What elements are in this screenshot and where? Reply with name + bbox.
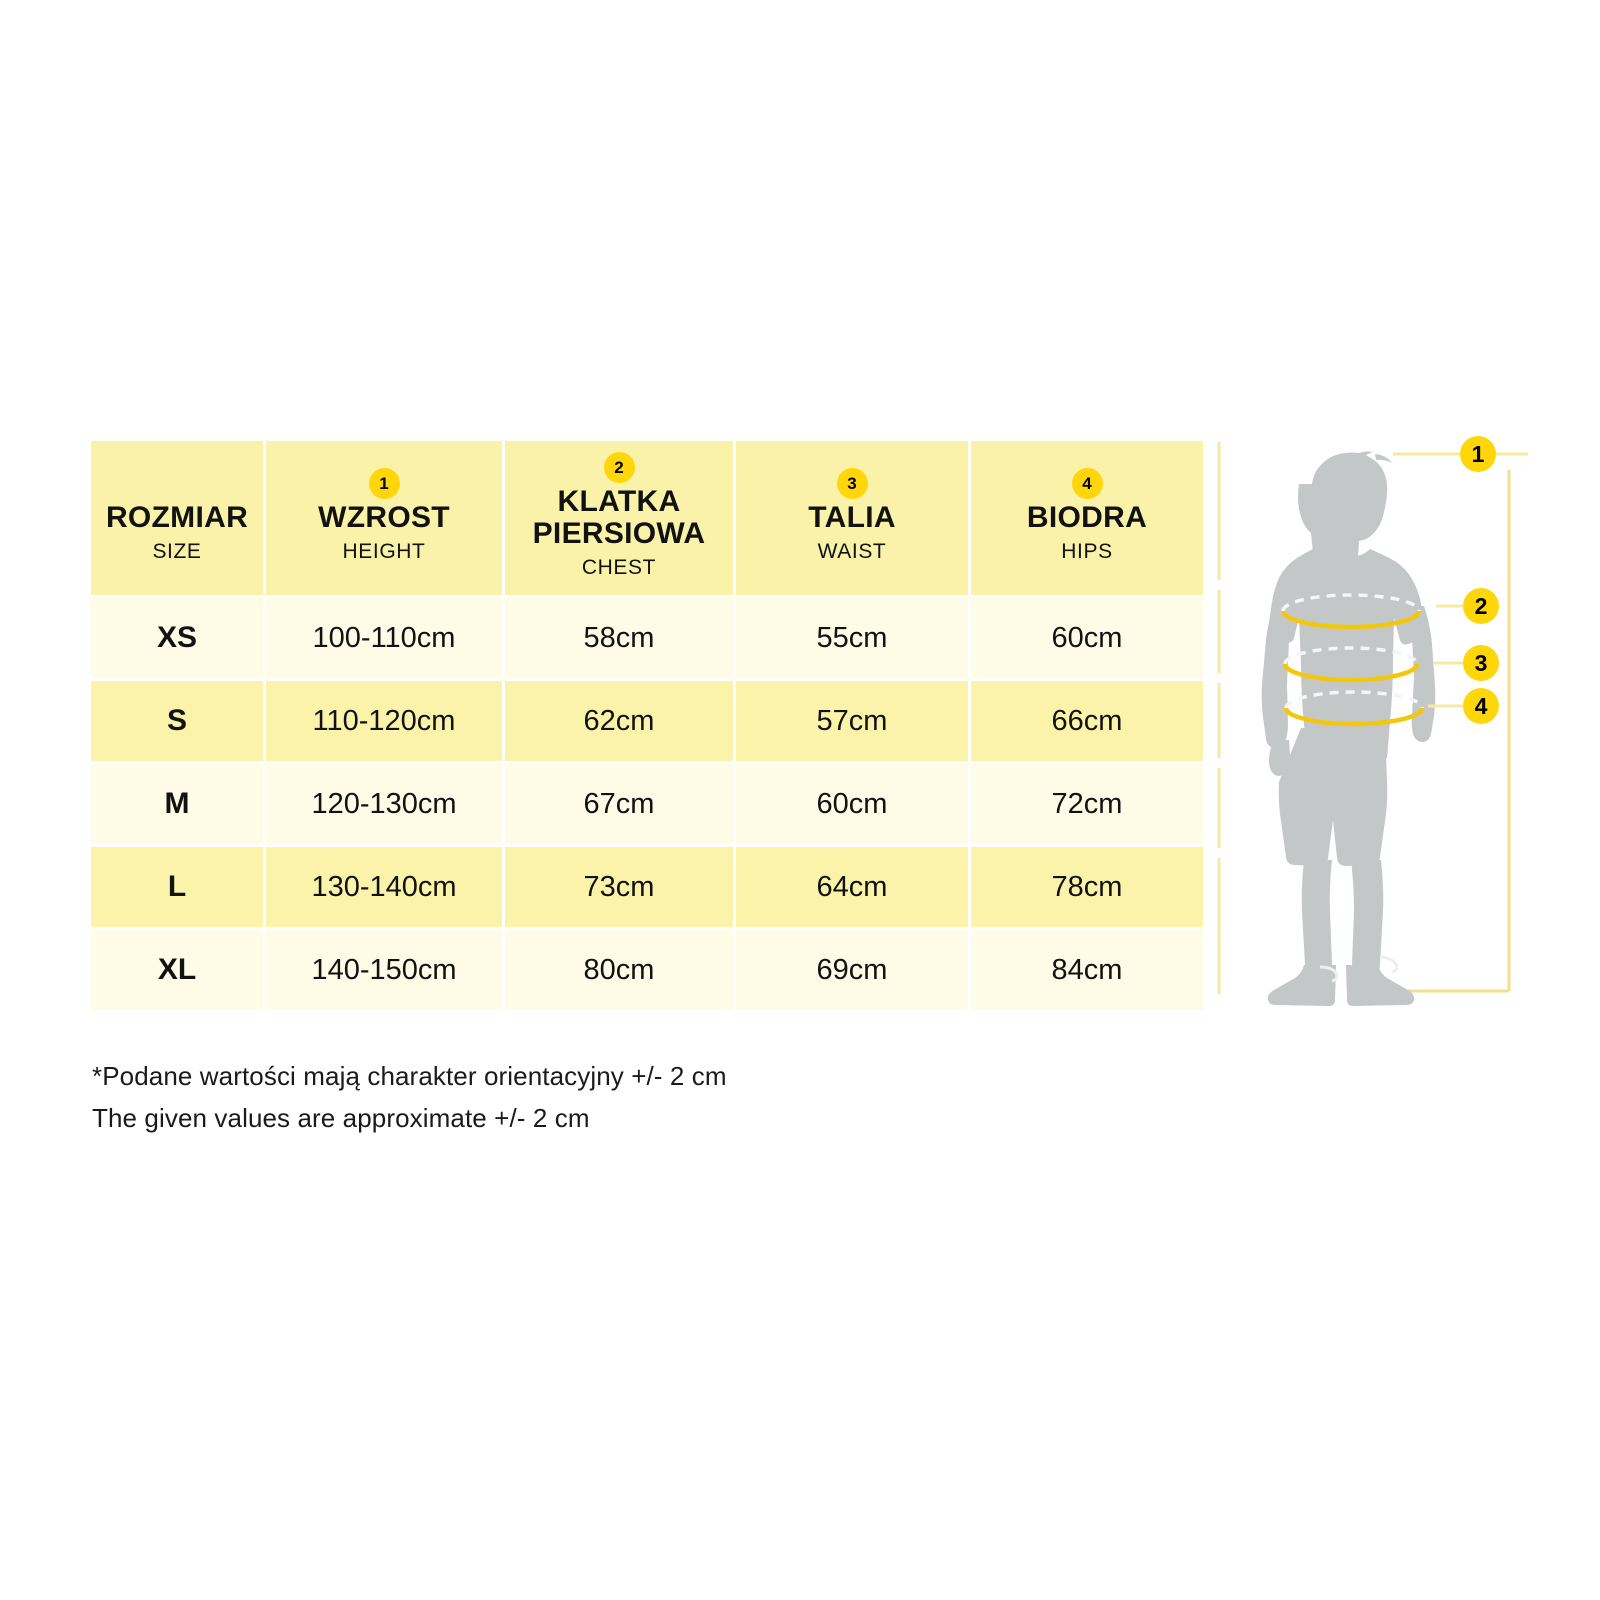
column-header-hips: 4 BIODRA HIPS	[971, 441, 1203, 595]
cell-waist: 60cm	[736, 764, 968, 844]
figure-badge-1: 1	[1460, 436, 1496, 472]
cell-chest: 58cm	[505, 598, 733, 678]
figure-badge-3-label: 3	[1475, 650, 1488, 676]
cell-height: 130-140cm	[266, 847, 502, 927]
cell-chest: 80cm	[505, 930, 733, 1010]
cell-chest: 73cm	[505, 847, 733, 927]
figure-badge-2: 2	[1463, 588, 1499, 624]
column-header-chest: 2 KLATKA PIERSIOWA CHEST	[505, 441, 733, 595]
column-header-chest-en: CHEST	[581, 555, 657, 579]
waist-measure-ellipse	[1282, 646, 1420, 683]
cell-hips: 84cm	[971, 930, 1203, 1010]
badge-leader-lines	[1393, 452, 1528, 708]
column-header-height: 1 WZROST HEIGHT	[266, 441, 502, 595]
hips-measure-ellipse	[1283, 690, 1425, 727]
size-chart-table: ROZMIAR SIZE 1 WZROST HEIGHT 2 KLATKA PI…	[88, 438, 1206, 1013]
badge-slot-chest: 2	[509, 452, 729, 486]
table-header: ROZMIAR SIZE 1 WZROST HEIGHT 2 KLATKA PI…	[91, 441, 1203, 595]
figure-badge-4-label: 4	[1475, 693, 1488, 719]
figure-badge-2-label: 2	[1475, 593, 1488, 619]
cell-size: S	[91, 681, 263, 761]
measurement-figure: 1 2 3 4	[1208, 428, 1538, 1008]
cell-size: M	[91, 764, 263, 844]
footnotes: *Podane wartości mają charakter orientac…	[92, 1055, 727, 1139]
shoe-lace-icon	[1319, 955, 1399, 983]
cell-waist: 55cm	[736, 598, 968, 678]
figure-badge-4: 4	[1463, 688, 1499, 724]
cell-size: XL	[91, 930, 263, 1010]
cell-hips: 78cm	[971, 847, 1203, 927]
cell-hips: 66cm	[971, 681, 1203, 761]
cell-size: XS	[91, 598, 263, 678]
cell-size: L	[91, 847, 263, 927]
table-row: XS 100-110cm 58cm 55cm 60cm	[91, 598, 1203, 678]
column-header-height-en: HEIGHT	[342, 539, 426, 563]
cell-hips: 72cm	[971, 764, 1203, 844]
column-header-waist-en: WAIST	[817, 539, 887, 563]
badge-slot-hips: 4	[975, 468, 1199, 502]
badge-number-3: 3	[836, 468, 868, 500]
table-body: XS 100-110cm 58cm 55cm 60cm S 110-120cm …	[91, 598, 1203, 1010]
cell-height: 120-130cm	[266, 764, 502, 844]
figure-badge-3: 3	[1463, 645, 1499, 681]
child-silhouette-icon	[1261, 451, 1436, 1006]
table-header-row: ROZMIAR SIZE 1 WZROST HEIGHT 2 KLATKA PI…	[91, 441, 1203, 595]
column-header-size: ROZMIAR SIZE	[91, 441, 263, 595]
column-header-waist-pl: TALIA	[808, 501, 896, 535]
figure-badge-1-label: 1	[1472, 441, 1485, 467]
cell-waist: 57cm	[736, 681, 968, 761]
table-row: L 130-140cm 73cm 64cm 78cm	[91, 847, 1203, 927]
badge-slot-height: 1	[270, 468, 498, 502]
column-header-hips-pl: BIODRA	[1026, 501, 1148, 535]
footnote-en: The given values are approximate +/- 2 c…	[92, 1103, 590, 1134]
column-header-waist: 3 TALIA WAIST	[736, 441, 968, 595]
column-header-height-pl: WZROST	[318, 501, 450, 535]
badge-number-4: 4	[1071, 468, 1103, 500]
cell-waist: 69cm	[736, 930, 968, 1010]
cell-chest: 62cm	[505, 681, 733, 761]
table-row: M 120-130cm 67cm 60cm 72cm	[91, 764, 1203, 844]
column-header-chest-pl: KLATKA PIERSIOWA	[532, 485, 706, 551]
cell-height: 140-150cm	[266, 930, 502, 1010]
column-header-hips-en: HIPS	[1061, 539, 1113, 563]
column-header-size-pl: ROZMIAR	[105, 501, 249, 535]
table-row: XL 140-150cm 80cm 69cm 84cm	[91, 930, 1203, 1010]
cell-hips: 60cm	[971, 598, 1203, 678]
table-row: S 110-120cm 62cm 57cm 66cm	[91, 681, 1203, 761]
cell-waist: 64cm	[736, 847, 968, 927]
badge-number-2: 2	[603, 452, 635, 484]
column-header-size-en: SIZE	[152, 539, 202, 563]
cell-height: 100-110cm	[266, 598, 502, 678]
badge-number-1: 1	[368, 468, 400, 500]
measurement-figure-svg: 1 2 3 4	[1217, 436, 1528, 1006]
chest-measure-ellipse	[1280, 593, 1422, 630]
cell-height: 110-120cm	[266, 681, 502, 761]
badge-slot-size	[95, 468, 259, 502]
cell-chest: 67cm	[505, 764, 733, 844]
footnote-pl: *Podane wartości mają charakter orientac…	[92, 1061, 727, 1091]
badge-slot-waist: 3	[740, 468, 964, 502]
